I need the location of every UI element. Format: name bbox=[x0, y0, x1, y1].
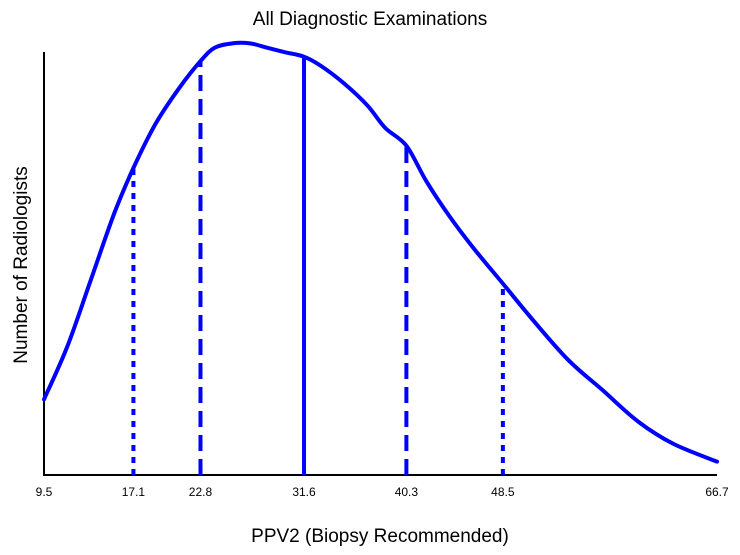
x-tick-labels: 9.5 17.1 22.8 31.6 40.3 48.5 66.7 bbox=[36, 485, 729, 499]
x-tick-label: 17.1 bbox=[122, 485, 146, 499]
chart-title: All Diagnostic Examinations bbox=[253, 9, 487, 30]
x-tick-label: 22.8 bbox=[189, 485, 213, 499]
marker-lines bbox=[131, 56, 505, 475]
x-tick-label: 48.5 bbox=[491, 485, 515, 499]
x-tick-label: 9.5 bbox=[36, 485, 53, 499]
x-tick-label: 66.7 bbox=[705, 485, 729, 499]
x-axis-label: PPV2 (Biopsy Recommended) bbox=[251, 526, 509, 547]
x-tick-label: 40.3 bbox=[395, 485, 419, 499]
y-axis-label: Number of Radiologists bbox=[11, 166, 32, 363]
x-tick-label: 31.6 bbox=[292, 485, 316, 499]
distribution-curve bbox=[42, 40, 719, 464]
